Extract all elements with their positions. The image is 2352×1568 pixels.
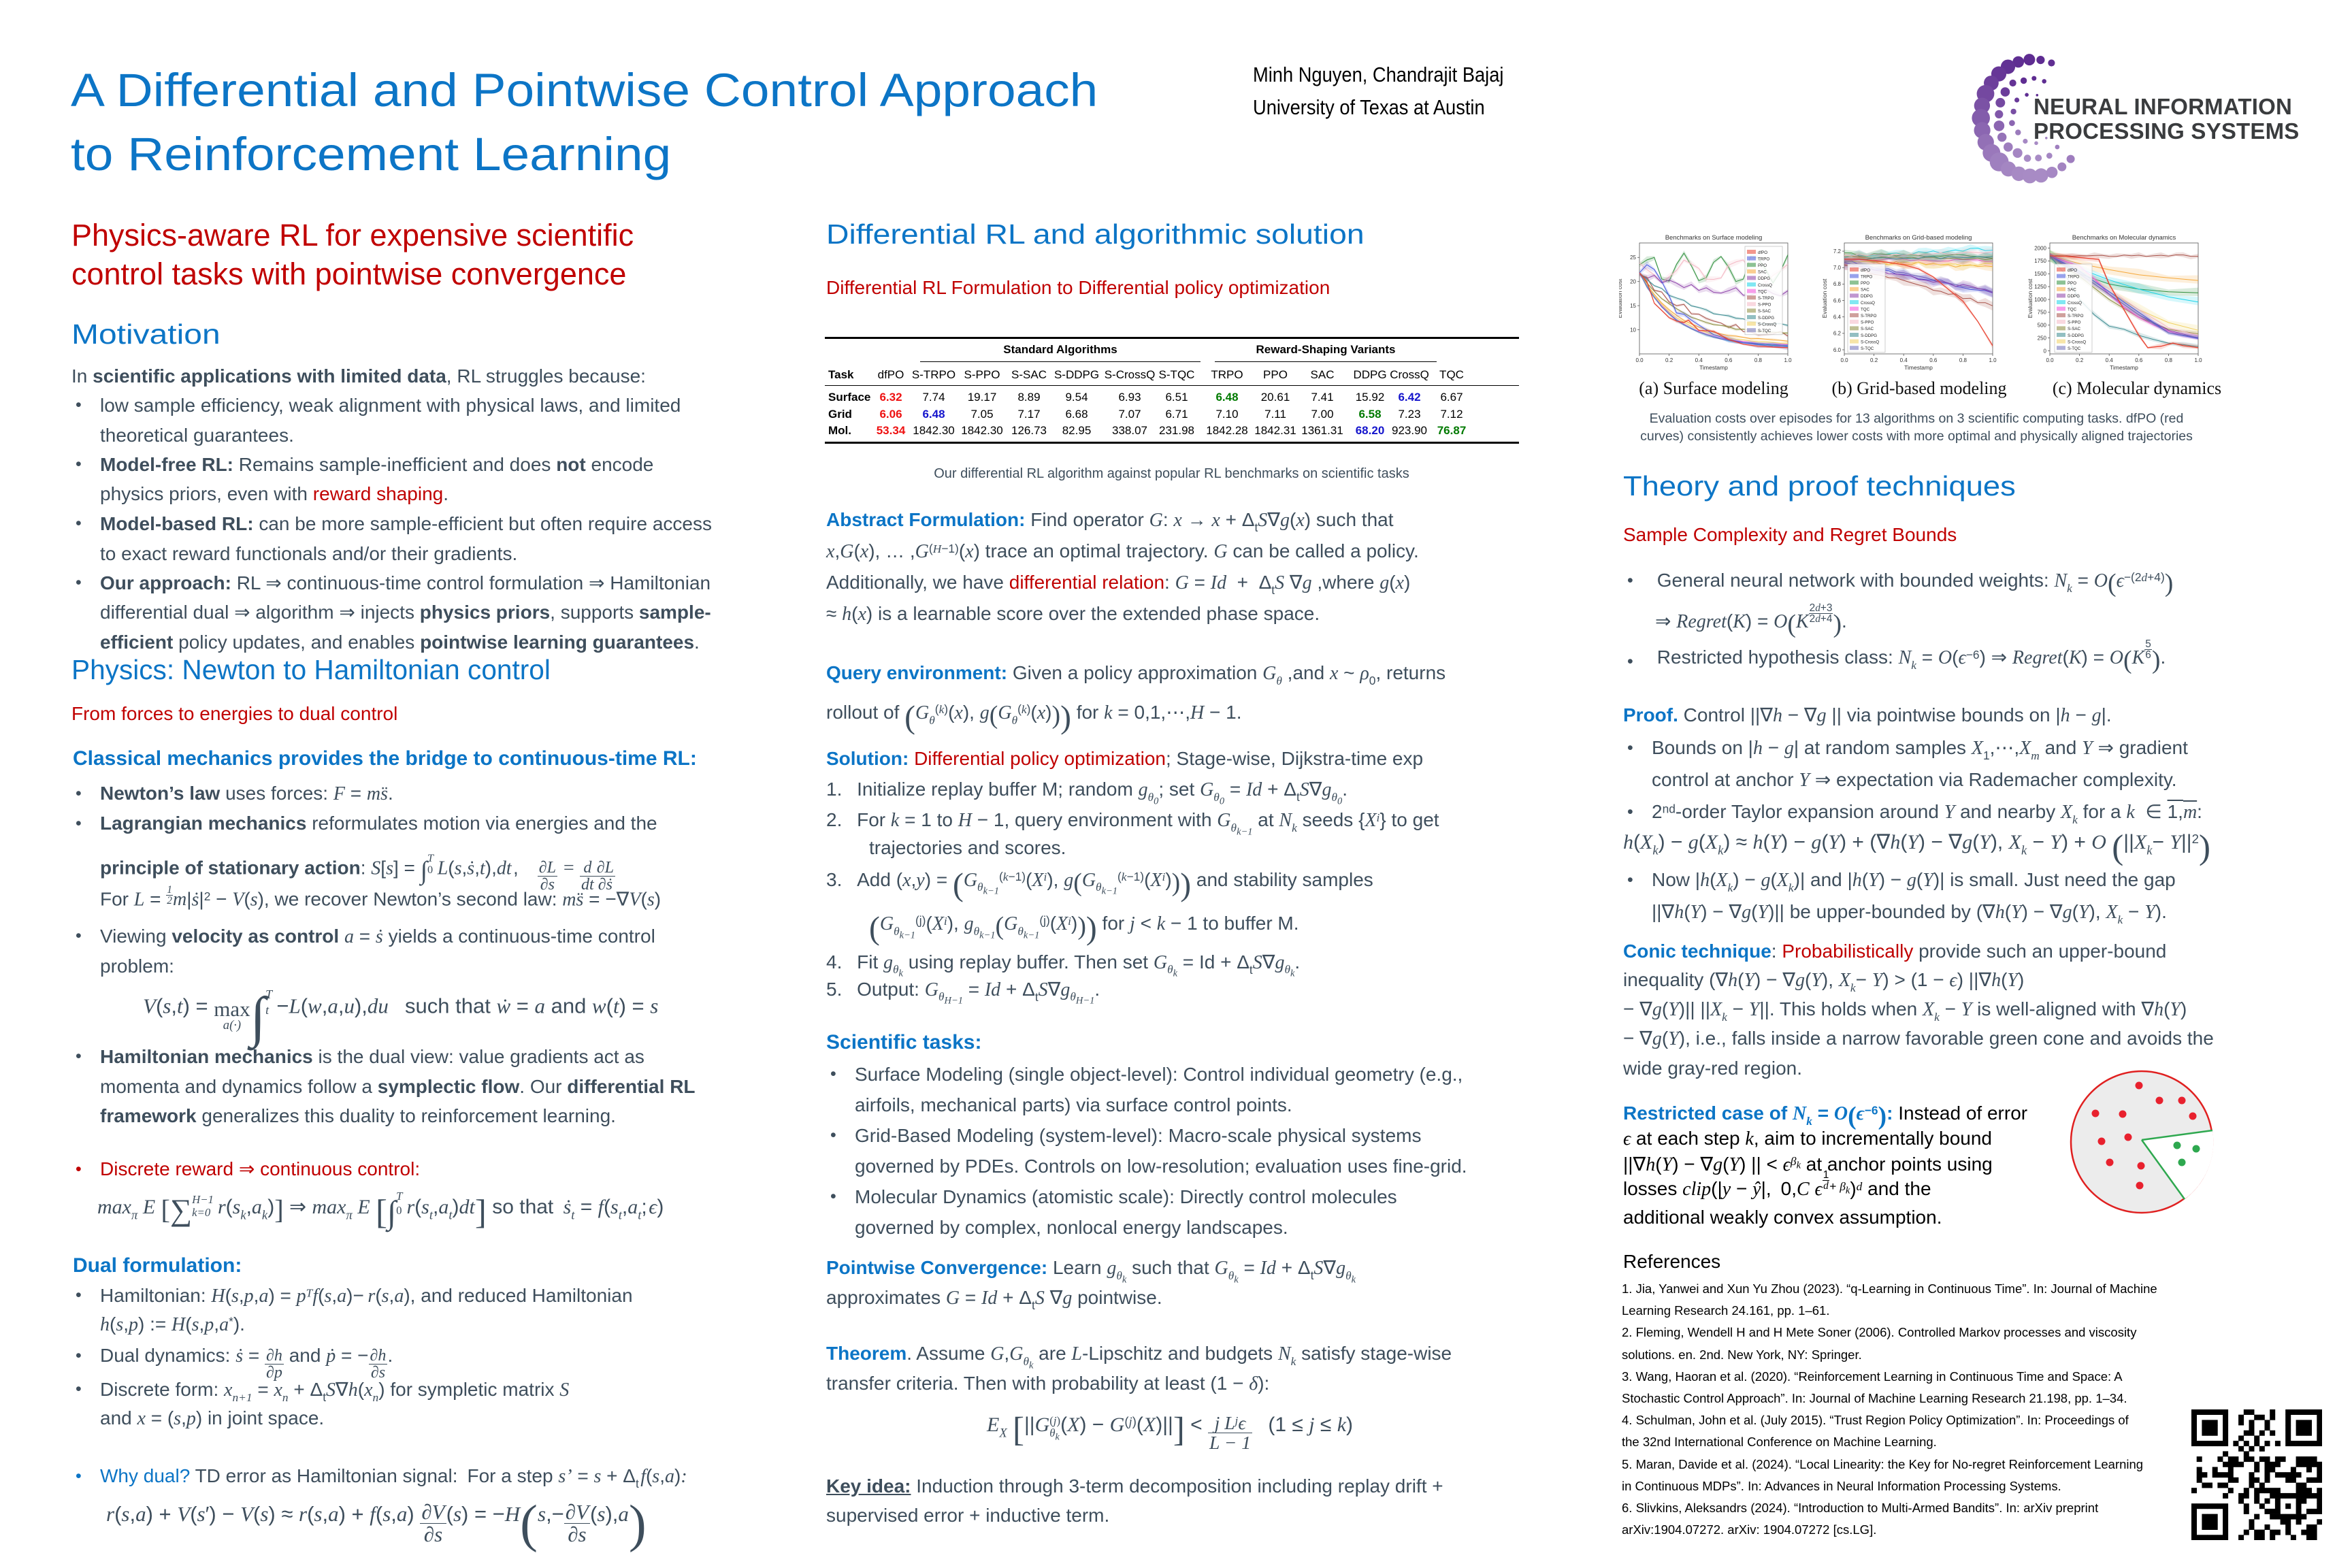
svg-text:6.4: 6.4 [1833, 314, 1842, 320]
svg-text:Benchmarks on Molecular dynami: Benchmarks on Molecular dynamics [2072, 234, 2176, 242]
svg-text:SAC: SAC [2068, 288, 2076, 293]
svg-text:0.8: 0.8 [1754, 357, 1763, 363]
svg-text:PPO: PPO [1758, 263, 1767, 268]
svg-text:S-SAC: S-SAC [1758, 309, 1771, 314]
svg-text:S-SAC: S-SAC [1861, 327, 1874, 331]
svg-text:0.4: 0.4 [2106, 357, 2114, 363]
svg-text:0.2: 0.2 [2076, 357, 2084, 363]
svg-text:0.8: 0.8 [1959, 357, 1967, 363]
svg-text:Benchmarks on Surface modeling: Benchmarks on Surface modeling [1665, 234, 1763, 242]
svg-text:1000: 1000 [2034, 297, 2046, 303]
svg-text:S-TRPO: S-TRPO [2068, 314, 2084, 318]
svg-text:0: 0 [2044, 348, 2047, 354]
svg-text:TRPO: TRPO [1758, 257, 1769, 261]
svg-text:TRPO: TRPO [1861, 274, 1872, 279]
svg-text:PPO: PPO [2068, 281, 2076, 286]
svg-text:S-TQC: S-TQC [1861, 346, 1874, 351]
svg-text:CrossQ: CrossQ [2068, 301, 2082, 306]
svg-text:TQC: TQC [1861, 307, 1870, 312]
svg-text:Evaluation cost: Evaluation cost [1821, 278, 1828, 318]
svg-text:Evaluation cost: Evaluation cost [2027, 278, 2034, 318]
svg-text:6.2: 6.2 [1833, 331, 1842, 337]
svg-text:PPO: PPO [1861, 281, 1869, 286]
svg-text:S-PPO: S-PPO [1861, 321, 1874, 325]
svg-text:0.8: 0.8 [2165, 357, 2173, 363]
svg-text:S-CrossQ: S-CrossQ [1861, 340, 1879, 344]
svg-text:10: 10 [1630, 327, 1636, 333]
svg-text:SAC: SAC [1758, 270, 1767, 275]
svg-text:DDPG: DDPG [1861, 294, 1873, 299]
svg-text:dfPO: dfPO [1861, 268, 1870, 273]
svg-text:TRPO: TRPO [2068, 274, 2079, 279]
svg-text:S-PPO: S-PPO [1758, 303, 1771, 308]
svg-text:0.6: 0.6 [1929, 357, 1938, 363]
svg-text:1.0: 1.0 [2194, 357, 2202, 363]
svg-text:500: 500 [2038, 323, 2047, 329]
svg-text:1.0: 1.0 [1989, 357, 1997, 363]
svg-text:1.0: 1.0 [1784, 357, 1792, 363]
svg-text:0.4: 0.4 [1695, 357, 1703, 363]
svg-text:750: 750 [2038, 310, 2047, 316]
svg-text:S-DDPG: S-DDPG [1861, 333, 1877, 338]
svg-text:6.8: 6.8 [1833, 281, 1842, 287]
svg-text:S-DDPG: S-DDPG [1758, 316, 1774, 321]
svg-text:0.4: 0.4 [1900, 357, 1908, 363]
svg-text:Evaluation cost: Evaluation cost [1619, 278, 1623, 318]
svg-text:dfPO: dfPO [2068, 268, 2077, 273]
svg-text:SAC: SAC [1861, 288, 1869, 293]
svg-text:Timestamp: Timestamp [1904, 364, 1933, 371]
svg-text:0.6: 0.6 [1725, 357, 1733, 363]
svg-text:0.2: 0.2 [1665, 357, 1673, 363]
svg-text:S-DDPG: S-DDPG [2068, 333, 2084, 338]
svg-text:Timestamp: Timestamp [1699, 364, 1728, 371]
svg-text:CrossQ: CrossQ [1861, 301, 1875, 306]
svg-text:0.0: 0.0 [2046, 357, 2054, 363]
svg-text:S-TQC: S-TQC [1758, 329, 1771, 333]
svg-text:7.2: 7.2 [1833, 248, 1842, 255]
svg-text:25: 25 [1630, 255, 1636, 261]
svg-text:Benchmarks on Grid-based model: Benchmarks on Grid-based modeling [1865, 234, 1972, 242]
svg-text:TQC: TQC [2068, 307, 2077, 312]
svg-text:S-PPO: S-PPO [2068, 321, 2080, 325]
svg-text:2000: 2000 [2034, 245, 2046, 251]
svg-text:6.0: 6.0 [1833, 347, 1842, 353]
svg-text:7.0: 7.0 [1833, 265, 1842, 271]
svg-text:S-CrossQ: S-CrossQ [1758, 322, 1776, 327]
svg-text:1250: 1250 [2034, 284, 2046, 290]
svg-text:CrossQ: CrossQ [1758, 283, 1772, 288]
svg-text:S-CrossQ: S-CrossQ [2068, 340, 2086, 344]
svg-text:DDPG: DDPG [2068, 294, 2080, 299]
svg-text:S-TQC: S-TQC [2068, 346, 2081, 351]
svg-text:0.2: 0.2 [1870, 357, 1878, 363]
svg-text:Timestamp: Timestamp [2110, 364, 2138, 371]
svg-text:TQC: TQC [1758, 289, 1767, 294]
svg-text:0.0: 0.0 [1635, 357, 1644, 363]
svg-text:250: 250 [2038, 335, 2047, 341]
svg-text:0.6: 0.6 [2135, 357, 2143, 363]
svg-text:S-SAC: S-SAC [2068, 327, 2080, 331]
svg-text:DDPG: DDPG [1758, 276, 1770, 281]
svg-text:1750: 1750 [2034, 258, 2046, 264]
svg-text:S-TRPO: S-TRPO [1861, 314, 1877, 318]
svg-text:1500: 1500 [2034, 271, 2046, 277]
svg-text:0.0: 0.0 [1840, 357, 1848, 363]
svg-text:6.6: 6.6 [1833, 297, 1842, 304]
svg-text:20: 20 [1630, 278, 1636, 284]
svg-text:15: 15 [1630, 303, 1636, 309]
svg-text:S-TRPO: S-TRPO [1758, 296, 1774, 301]
svg-text:dfPO: dfPO [1758, 250, 1767, 255]
